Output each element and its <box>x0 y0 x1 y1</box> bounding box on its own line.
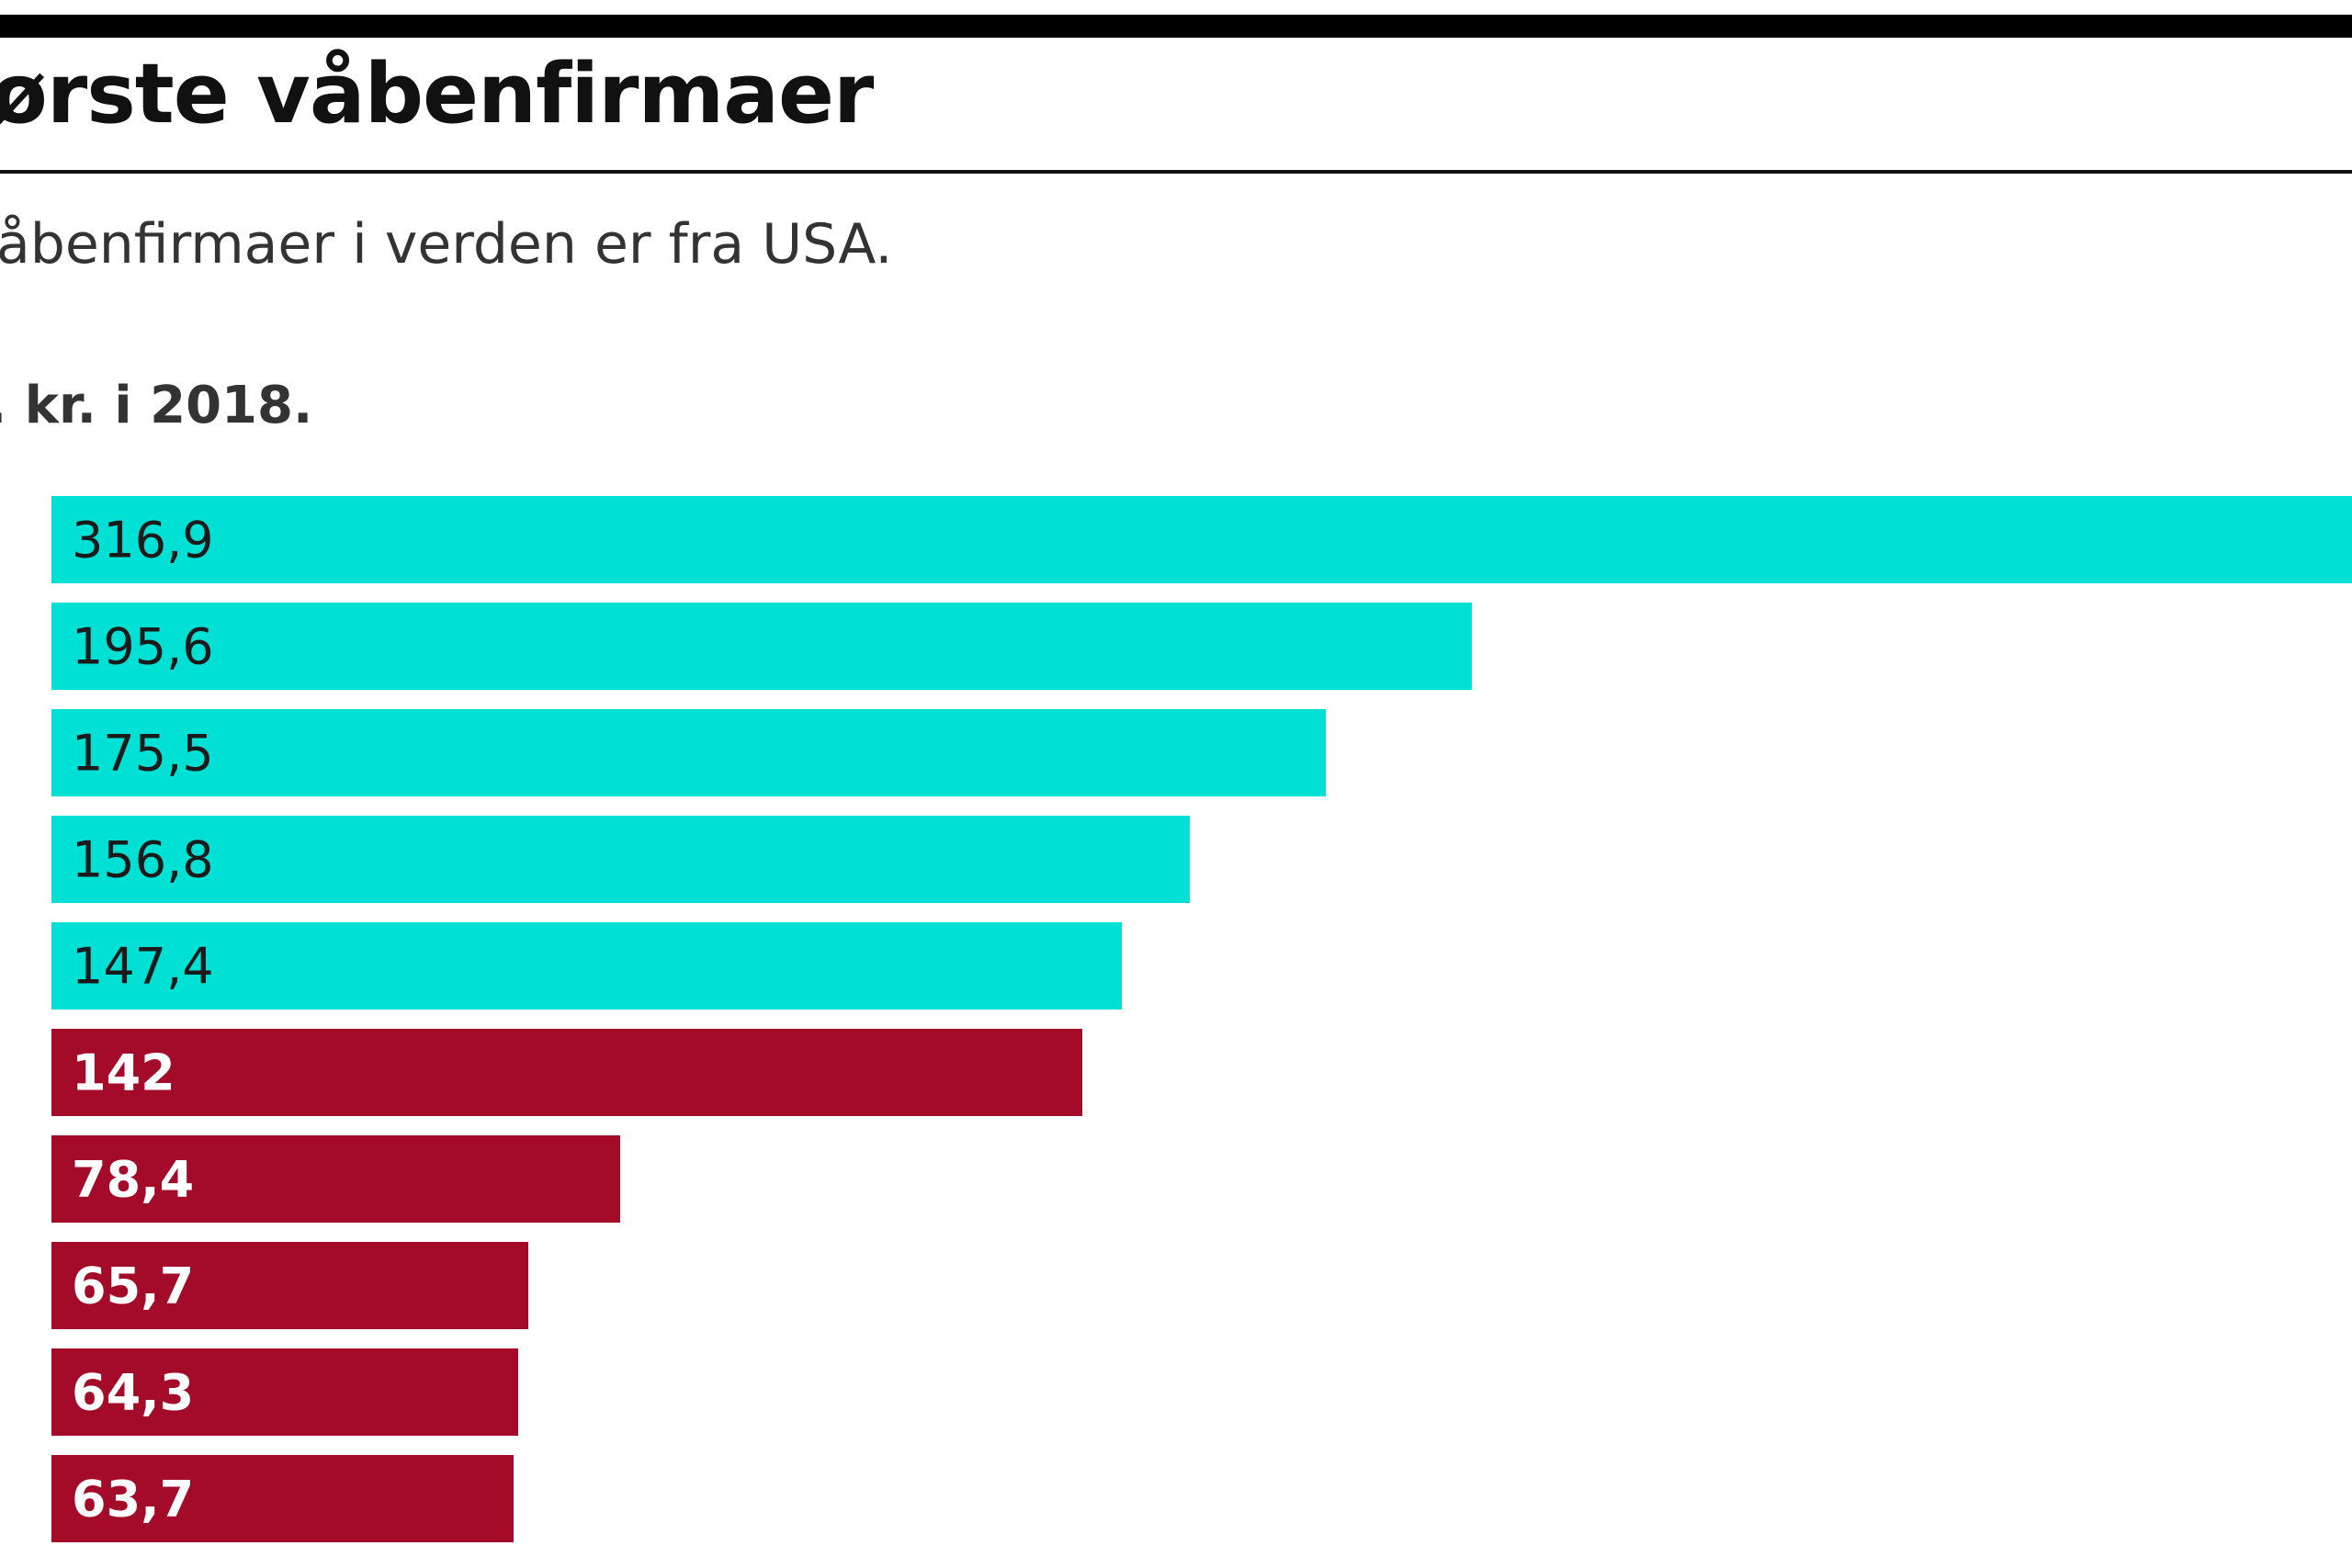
bar-value-label-2: 195,6 <box>72 618 214 676</box>
bar-1 <box>51 496 2352 583</box>
chart-title: ørste våbenfirmaer <box>0 46 874 142</box>
bar-6 <box>51 1029 1082 1116</box>
bar-7 <box>51 1135 620 1223</box>
bar-value-label-8: 65,7 <box>72 1258 194 1315</box>
bar-2 <box>51 603 1472 690</box>
bar-4 <box>51 816 1190 903</box>
value-labels-group: 316,9 195,6 175,5 156,8 147,4 142 78,4 65,7 64,3… <box>72 512 214 1529</box>
chart-subtitle: åbenfirmaer i verden er fra USA. <box>0 212 893 276</box>
title-rule <box>0 170 2352 174</box>
bar-value-label-1: 316,9 <box>72 512 214 570</box>
bar-3 <box>51 709 1326 796</box>
unit-label: . kr. i 2018. <box>0 376 313 435</box>
bar-value-label-5: 147,4 <box>72 938 214 996</box>
bars-group <box>51 496 2352 1542</box>
bar-9 <box>51 1348 518 1436</box>
bar-value-label-9: 64,3 <box>72 1364 194 1422</box>
bar-10 <box>51 1455 514 1542</box>
bar-5 <box>51 922 1122 1010</box>
bar-value-label-6: 142 <box>72 1044 175 1102</box>
bar-value-label-10: 63,7 <box>72 1471 194 1529</box>
bar-8 <box>51 1242 528 1329</box>
bar-value-label-7: 78,4 <box>72 1151 194 1209</box>
bar-value-label-3: 175,5 <box>72 725 214 783</box>
bar-value-label-4: 156,8 <box>72 831 214 889</box>
top-rule <box>0 15 2352 38</box>
